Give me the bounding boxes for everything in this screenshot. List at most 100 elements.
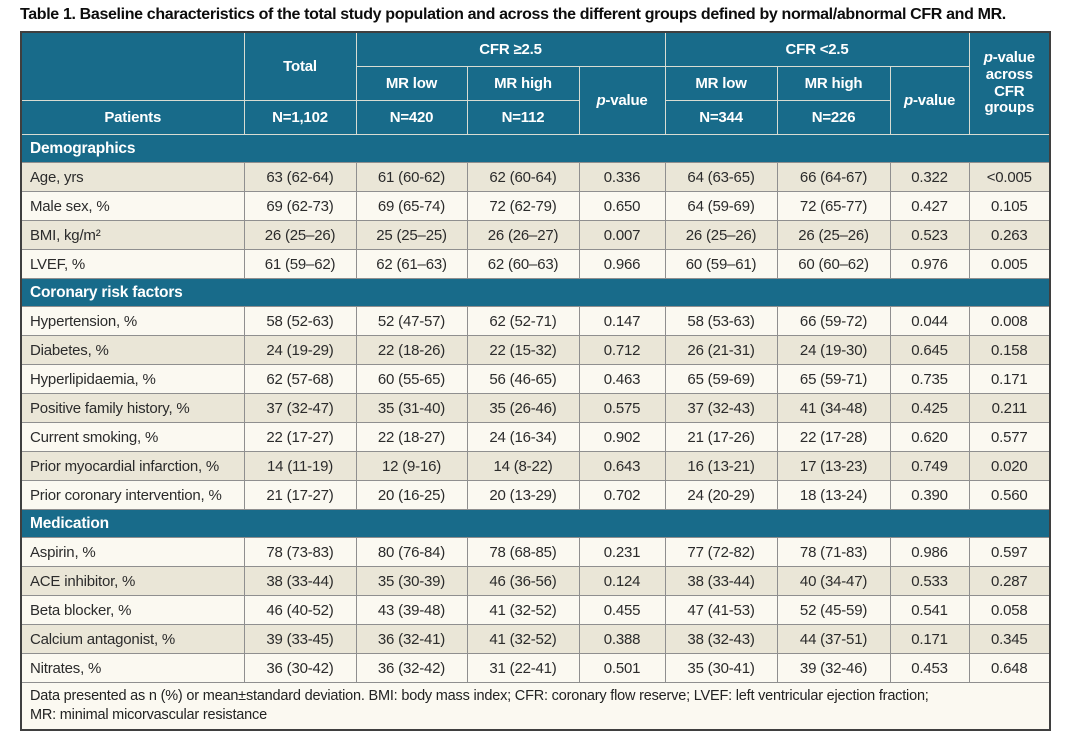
- header-row-counts: Patients N=1,102 N=420 N=112 N=344 N=226: [20, 100, 1050, 135]
- cell-value: 0.044: [889, 306, 970, 336]
- row-label: Nitrates, %: [20, 653, 245, 683]
- table-row: Calcium antagonist, % 39 (33-45) 36 (32-41…: [20, 624, 1051, 654]
- cell-value: 0.976: [889, 249, 970, 279]
- row-label: Prior myocardial infarction, %: [20, 451, 245, 481]
- p-value-rest: -value: [912, 92, 956, 109]
- cell-value: 21 (17-26): [664, 422, 778, 452]
- cell-value: 61 (60-62): [355, 162, 468, 192]
- cell-value: 0.211: [968, 393, 1051, 423]
- header-cfr-low-mr-low: MR low: [664, 66, 778, 101]
- cell-value: 65 (59-71): [776, 364, 891, 394]
- cell-value: 60 (55-65): [355, 364, 468, 394]
- cell-value: 46 (40-52): [243, 595, 357, 625]
- cell-value: 35 (26-46): [466, 393, 580, 423]
- cell-value: 64 (59-69): [664, 191, 778, 221]
- cell-value: 0.388: [578, 624, 666, 654]
- footnote-row: Data presented as n (%) or mean±standard…: [20, 681, 1051, 731]
- header-n-cfr-low-mr-low: N=344: [664, 100, 778, 135]
- p-across-rest: -value across CFR groups: [984, 48, 1035, 117]
- cell-value: 78 (68-85): [466, 537, 580, 567]
- cell-value: 52 (47-57): [355, 306, 468, 336]
- cell-value: 0.020: [968, 451, 1051, 481]
- cell-value: 0.322: [889, 162, 970, 192]
- cell-value: 26 (25–26): [664, 220, 778, 250]
- cell-value: 0.643: [578, 451, 666, 481]
- cell-value: 25 (25–25): [355, 220, 468, 250]
- cell-value: 62 (60–63): [466, 249, 580, 279]
- cell-value: 21 (17-27): [243, 480, 357, 510]
- cell-value: 69 (65-74): [355, 191, 468, 221]
- cell-value: 62 (57-68): [243, 364, 357, 394]
- cell-value: 0.336: [578, 162, 666, 192]
- row-label: Current smoking, %: [20, 422, 245, 452]
- table-row: BMI, kg/m² 26 (25–26) 25 (25–25) 26 (26–27)…: [20, 220, 1051, 250]
- row-label: LVEF, %: [20, 249, 245, 279]
- cell-value: 22 (17-27): [243, 422, 357, 452]
- baseline-characteristics-table: Total CFR ≥2.5 CFR <2.5 p-value across C…: [20, 31, 1052, 731]
- cell-value: 40 (34-47): [776, 566, 891, 596]
- cell-value: 36 (32-41): [355, 624, 468, 654]
- cell-value: 0.171: [889, 624, 970, 654]
- cell-value: 64 (63-65): [664, 162, 778, 192]
- cell-value: 14 (11-19): [243, 451, 357, 481]
- cell-value: 0.463: [578, 364, 666, 394]
- cell-value: 0.597: [968, 537, 1051, 567]
- table-row: Nitrates, % 36 (30-42) 36 (32-42) 31 (22-41…: [20, 653, 1051, 683]
- cell-value: 78 (73-83): [243, 537, 357, 567]
- cell-value: 22 (18-27): [355, 422, 468, 452]
- section-row: Demographics: [20, 134, 1051, 163]
- cell-value: 35 (30-39): [355, 566, 468, 596]
- cell-value: 0.749: [889, 451, 970, 481]
- cell-value: 26 (25–26): [776, 220, 891, 250]
- cell-value: 66 (59-72): [776, 306, 891, 336]
- row-label: Positive family history, %: [20, 393, 245, 423]
- section-header: Coronary risk factors: [20, 278, 1051, 307]
- cell-value: 26 (26–27): [466, 220, 580, 250]
- cell-value: 0.124: [578, 566, 666, 596]
- table-title: Table 1. Baseline characteristics of the…: [20, 6, 1006, 23]
- cell-value: 0.005: [968, 249, 1051, 279]
- row-label: Aspirin, %: [20, 537, 245, 567]
- table-row: Aspirin, % 78 (73-83) 80 (76-84) 78 (68-85)…: [20, 537, 1051, 567]
- cell-value: 60 (59–61): [664, 249, 778, 279]
- cell-value: 72 (65-77): [776, 191, 891, 221]
- cell-value: 41 (32-52): [466, 624, 580, 654]
- row-label: Hyperlipidaemia, %: [20, 364, 245, 394]
- p-italic: p: [596, 92, 606, 109]
- cell-value: 0.620: [889, 422, 970, 452]
- cell-value: 37 (32-47): [243, 393, 357, 423]
- cell-value: 0.650: [578, 191, 666, 221]
- cell-value: 0.577: [968, 422, 1051, 452]
- cell-value: 77 (72-82): [664, 537, 778, 567]
- header-cfr-high-mr-high: MR high: [466, 66, 580, 101]
- cell-value: 69 (62-73): [243, 191, 357, 221]
- cell-value: 0.523: [889, 220, 970, 250]
- cell-value: 20 (13-29): [466, 480, 580, 510]
- header-cfr-high-mr-low: MR low: [355, 66, 468, 101]
- section-row: Coronary risk factors: [20, 278, 1051, 307]
- cell-value: 66 (64-67): [776, 162, 891, 192]
- cell-value: 39 (33-45): [243, 624, 357, 654]
- header-cfr-low-p-value: p-value: [889, 66, 970, 135]
- cell-value: 22 (15-32): [466, 335, 580, 365]
- cell-value: 0.105: [968, 191, 1051, 221]
- cell-value: 20 (16-25): [355, 480, 468, 510]
- header-cfr-low-group: CFR <2.5: [664, 31, 970, 67]
- cell-value: 14 (8-22): [466, 451, 580, 481]
- section-header: Medication: [20, 509, 1051, 538]
- cell-value: 44 (37-51): [776, 624, 891, 654]
- cell-value: 65 (59-69): [664, 364, 778, 394]
- table-row: Positive family history, % 37 (32-47) 35 (…: [20, 393, 1051, 423]
- cell-value: 24 (19-30): [776, 335, 891, 365]
- cell-value: 0.287: [968, 566, 1051, 596]
- cell-value: 62 (60-64): [466, 162, 580, 192]
- cell-value: 0.648: [968, 653, 1051, 683]
- table-row: Prior myocardial infarction, % 14 (11-19)…: [20, 451, 1051, 481]
- cell-value: 0.533: [889, 566, 970, 596]
- cell-value: 80 (76-84): [355, 537, 468, 567]
- cell-value: 58 (53-63): [664, 306, 778, 336]
- cell-value: 52 (45-59): [776, 595, 891, 625]
- footnote: Data presented as n (%) or mean±standard…: [20, 681, 1051, 731]
- cell-value: 0.171: [968, 364, 1051, 394]
- header-row-subgroups: MR low MR high p-value MR low MR high p-…: [21, 66, 1050, 135]
